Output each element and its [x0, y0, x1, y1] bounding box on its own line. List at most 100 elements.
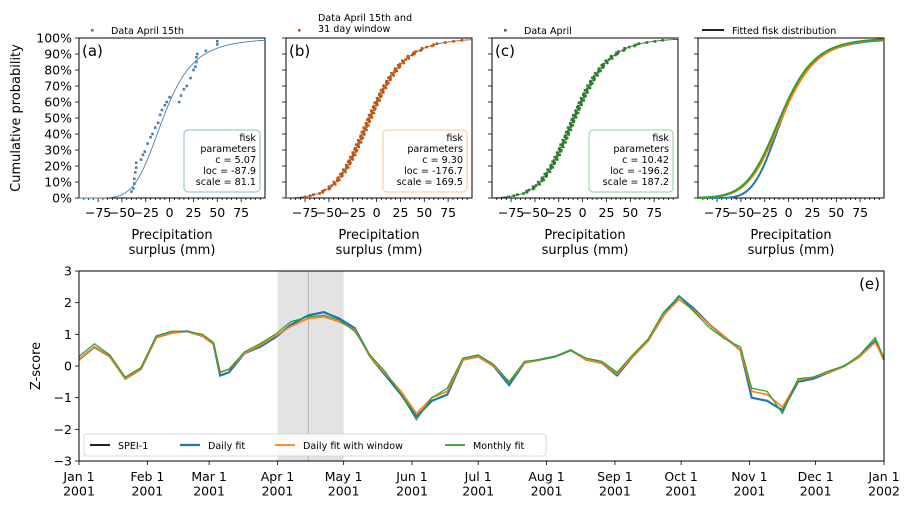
x-tick-label: Sep 1 2001 [597, 469, 633, 498]
data-point [151, 132, 154, 136]
data-point [545, 174, 549, 177]
data-point [367, 113, 371, 117]
data-point [363, 127, 367, 131]
data-point [564, 141, 567, 144]
data-point [555, 151, 559, 154]
data-point [577, 101, 581, 104]
data-point [387, 76, 390, 80]
data-point [133, 177, 136, 181]
x-tick-label: 50 [209, 205, 225, 220]
data-point [561, 138, 565, 142]
data-point [460, 38, 464, 42]
data-point [370, 112, 374, 116]
x-tick-label: Aug 1 2001 [528, 469, 564, 498]
data-point [146, 142, 149, 145]
legend-label: Monthly fit [473, 441, 525, 452]
x-tick-label: 75 [852, 205, 868, 220]
data-point [653, 40, 657, 43]
x-tick-label: 25 [599, 205, 615, 220]
y-tick-label: 10% [44, 175, 72, 190]
data-point [367, 117, 371, 120]
data-point [583, 88, 587, 92]
data-point [579, 96, 583, 100]
y-tick-label: 90% [44, 47, 72, 62]
data-point [556, 154, 559, 158]
data-point [195, 55, 198, 59]
data-point [551, 166, 555, 169]
y-axis-label: Z-score [29, 342, 44, 390]
data-point [566, 129, 570, 133]
data-point [168, 95, 171, 99]
data-point [348, 159, 351, 162]
data-point [204, 49, 208, 53]
data-point [141, 153, 145, 157]
data-point [645, 41, 649, 44]
data-point [182, 87, 186, 91]
y-tick-label: 50% [44, 111, 72, 126]
data-point [582, 99, 586, 102]
fitted-curve [79, 39, 266, 199]
data-point [597, 67, 601, 70]
data-point [336, 176, 340, 179]
x-tick-label: Jul 1 2001 [462, 469, 494, 498]
data-point [586, 84, 589, 87]
series-line [698, 38, 885, 199]
x-tick-label: −50 [316, 205, 342, 220]
x-tick-label: Nov 1 2001 [731, 469, 767, 498]
series-line [78, 295, 885, 421]
panel-label: (c) [495, 42, 515, 60]
data-point [627, 45, 631, 49]
x-tick-label: Jun 1 2001 [395, 469, 428, 498]
data-point [558, 153, 561, 157]
data-point [359, 141, 363, 144]
x-axis-label: Precipitation surplus (mm) [542, 228, 629, 258]
x-tick-label: Apr 1 2001 [261, 469, 295, 498]
data-point [565, 136, 569, 140]
data-point [216, 39, 219, 43]
panel-5: −3 −2 −1 0 1 2 3 Z-score Jan 1 2001 Feb 1 2001 Mar 1… [29, 264, 900, 499]
data-point [189, 76, 192, 80]
data-point [360, 130, 364, 134]
data-point [160, 108, 164, 112]
data-point [398, 62, 402, 66]
x-tick-label: 50 [828, 205, 844, 220]
data-point [395, 69, 399, 73]
panel-label: (a) [82, 42, 103, 60]
data-point [185, 84, 189, 88]
panel-2: −75−50−25 0 25 50 75 Precipitation surplus (mm… [282, 13, 473, 258]
x-tick-label: Mar 1 2001 [191, 469, 227, 498]
y-tick-label: −3 [54, 454, 72, 469]
data-point [195, 52, 199, 56]
legend-marker [504, 29, 507, 32]
data-point [546, 168, 549, 171]
data-point [570, 118, 573, 122]
data-point [516, 193, 519, 196]
data-point [615, 51, 618, 55]
legend-label: Data April [524, 26, 572, 37]
data-point [579, 102, 583, 106]
params-box [382, 129, 468, 193]
y-axis-label: Cumulative probability [9, 44, 24, 192]
data-point [549, 167, 552, 170]
data-point [452, 40, 456, 43]
legend-marker [298, 29, 301, 32]
data-point [321, 189, 324, 193]
data-point [378, 99, 381, 102]
data-point [602, 62, 605, 66]
data-point [385, 79, 388, 83]
data-point [591, 76, 594, 80]
x-tick-label: −50 [728, 205, 754, 220]
data-point [195, 60, 198, 64]
x-tick-label: 25 [805, 205, 821, 220]
y-tick-label: 0% [52, 191, 72, 206]
data-point [614, 53, 617, 57]
data-point [412, 51, 415, 55]
params-box [183, 129, 261, 193]
data-point [312, 193, 315, 196]
data-point [385, 83, 388, 86]
data-point [623, 46, 626, 50]
data-point [553, 161, 557, 165]
data-point [527, 188, 531, 192]
x-tick-label: 25 [393, 205, 409, 220]
